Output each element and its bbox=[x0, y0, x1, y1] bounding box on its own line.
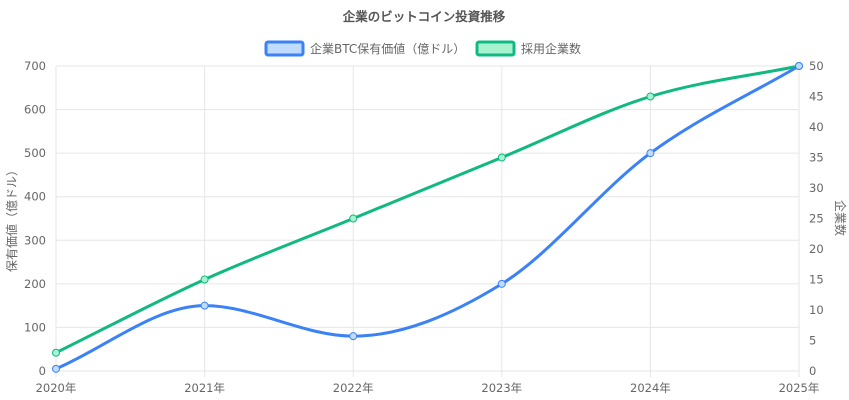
data-point-company-count bbox=[52, 348, 60, 357]
data-point-btc-value bbox=[200, 301, 209, 310]
x-tick-label: 2024年 bbox=[630, 381, 671, 395]
legend-swatch-company-count bbox=[475, 40, 516, 57]
x-tick-label: 2023年 bbox=[481, 381, 522, 395]
data-point-btc-value bbox=[497, 279, 506, 288]
series-line-company-count bbox=[54, 64, 801, 355]
y-left-tick-label: 100 bbox=[24, 320, 46, 334]
y-left-tick-label: 700 bbox=[24, 59, 46, 73]
data-point-company-count bbox=[497, 153, 506, 162]
y-axis-right-title: 企業数 bbox=[833, 200, 848, 236]
legend: 企業BTC保有価値（億ドル） 採用企業数 bbox=[264, 40, 581, 57]
line-layer bbox=[54, 64, 801, 371]
y-left-tick-label: 300 bbox=[24, 233, 46, 247]
data-point-btc-value bbox=[795, 62, 803, 70]
tick-layer: 0 100 200 300 400 500 600 700 0 5 10 15 20 25 30 35 40 45… bbox=[24, 59, 824, 395]
legend-item-btc-value[interactable]: 企業BTC保有価値（億ドル） bbox=[264, 40, 465, 57]
y-right-tick-label: 40 bbox=[809, 120, 824, 134]
data-point-btc-value bbox=[349, 332, 358, 341]
y-right-tick-label: 15 bbox=[809, 273, 824, 287]
x-tick-label: 2022年 bbox=[333, 381, 374, 395]
y-right-tick-label: 25 bbox=[809, 212, 824, 226]
y-right-tick-label: 0 bbox=[809, 364, 816, 378]
y-right-tick-label: 10 bbox=[809, 303, 824, 317]
legend-swatch-btc-value bbox=[264, 40, 305, 57]
y-left-tick-label: 600 bbox=[24, 103, 46, 117]
y-left-tick-label: 400 bbox=[24, 190, 46, 204]
y-right-tick-label: 30 bbox=[809, 181, 824, 195]
data-point-company-count bbox=[349, 214, 358, 223]
legend-label-company-count: 採用企業数 bbox=[521, 41, 581, 56]
y-axis-left-title: 保有価値（億ドル） bbox=[4, 164, 19, 272]
y-right-tick-label: 5 bbox=[809, 334, 816, 348]
grid-layer bbox=[55, 65, 800, 377]
series-line-btc-value bbox=[54, 64, 801, 371]
y-right-tick-label: 35 bbox=[809, 151, 824, 165]
legend-item-company-count[interactable]: 採用企業数 bbox=[475, 40, 581, 57]
x-tick-label: 2025年 bbox=[779, 381, 820, 395]
y-left-tick-label: 200 bbox=[24, 277, 46, 291]
x-tick-label: 2021年 bbox=[184, 381, 225, 395]
y-right-tick-label: 45 bbox=[809, 90, 824, 104]
y-left-tick-label: 0 bbox=[39, 364, 46, 378]
data-point-company-count bbox=[646, 92, 655, 101]
y-right-tick-label: 50 bbox=[809, 59, 824, 73]
chart-title: 企業のビットコイン投資推移 bbox=[342, 9, 506, 24]
point-layer bbox=[52, 62, 803, 373]
data-point-btc-value bbox=[52, 364, 60, 373]
data-point-company-count bbox=[200, 275, 209, 284]
legend-label-btc-value: 企業BTC保有価値（億ドル） bbox=[310, 41, 465, 56]
y-right-tick-label: 20 bbox=[809, 242, 824, 256]
x-tick-label: 2020年 bbox=[36, 381, 77, 395]
y-left-tick-label: 500 bbox=[24, 146, 46, 160]
data-point-btc-value bbox=[646, 149, 655, 158]
